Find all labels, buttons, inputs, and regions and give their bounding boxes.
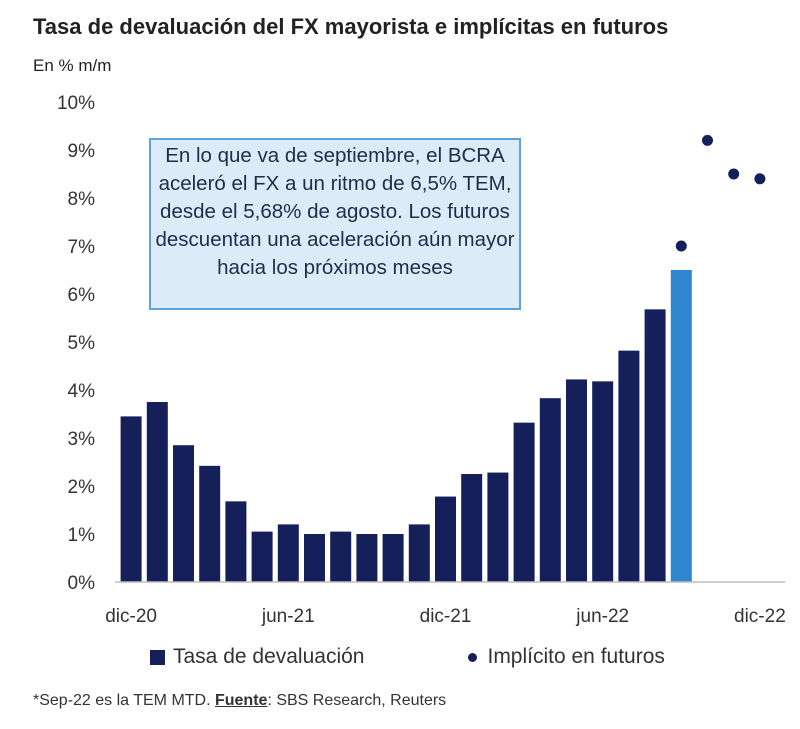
bar-oct-21 bbox=[382, 534, 404, 582]
bar-jul-22 bbox=[618, 350, 640, 582]
point-sep-22 bbox=[675, 240, 687, 252]
y-tick-label: 8% bbox=[68, 189, 96, 210]
y-tick-label: 0% bbox=[68, 573, 96, 594]
bar-mar-21 bbox=[199, 465, 221, 582]
bar-feb-21 bbox=[173, 445, 194, 582]
annotation-box: En lo que va de septiembre, el BCRA acel… bbox=[149, 138, 521, 310]
x-axis: dic-20 jun-21 dic-21 jun-22 dic-22 bbox=[105, 606, 786, 627]
bar-abr-22 bbox=[539, 398, 561, 582]
y-tick-label: 6% bbox=[68, 285, 96, 306]
bar-jun-21 bbox=[277, 524, 299, 582]
y-tick-label: 9% bbox=[68, 141, 96, 162]
legend-item-bars: Tasa de devaluación bbox=[150, 645, 364, 669]
bar-ago-21 bbox=[330, 531, 352, 582]
bar-dic-20 bbox=[120, 416, 142, 582]
bar-abr-21 bbox=[225, 501, 247, 582]
bar-feb-22 bbox=[487, 472, 509, 582]
footnote-suffix: : SBS Research, Reuters bbox=[267, 692, 447, 709]
x-tick-label: dic-20 bbox=[105, 606, 157, 627]
bar-nov-21 bbox=[408, 524, 430, 582]
bar-ago-22 bbox=[644, 309, 666, 582]
bar-mar-22 bbox=[513, 422, 535, 582]
y-tick-label: 7% bbox=[68, 237, 96, 258]
y-tick-label: 4% bbox=[68, 381, 96, 402]
bar-series bbox=[120, 270, 692, 582]
bar-dic-21 bbox=[435, 496, 456, 582]
bar-ene-22 bbox=[461, 474, 483, 582]
point-oct-22 bbox=[702, 134, 713, 146]
legend-bar-swatch-icon bbox=[150, 649, 165, 665]
legend-item-dots: Implícito en futuros bbox=[468, 645, 665, 669]
legend: Tasa de devaluación Implícito en futuros bbox=[150, 645, 665, 669]
legend-label-bars: Tasa de devaluación bbox=[173, 645, 365, 668]
y-tick-label: 1% bbox=[68, 525, 96, 546]
bar-may-21 bbox=[251, 531, 273, 582]
y-tick-label: 10% bbox=[57, 93, 95, 114]
footnote-source-label: Fuente bbox=[214, 692, 268, 709]
point-dic-22 bbox=[754, 173, 766, 185]
bar-sep-22 bbox=[670, 270, 692, 582]
y-axis: 0% 1% 2% 3% 4% 5% 6% 7% 8% 9% 10% bbox=[57, 93, 95, 594]
legend-dot-icon bbox=[468, 652, 478, 662]
bar-may-22 bbox=[566, 379, 587, 582]
y-tick-label: 5% bbox=[68, 333, 96, 354]
y-tick-label: 3% bbox=[68, 429, 96, 450]
bar-sep-21 bbox=[356, 534, 378, 582]
legend-label-dots: Implícito en futuros bbox=[487, 645, 665, 668]
x-tick-label: dic-21 bbox=[420, 606, 472, 627]
x-tick-label: jun-22 bbox=[575, 606, 629, 627]
y-tick-label: 2% bbox=[68, 477, 96, 498]
x-tick-label: dic-22 bbox=[734, 606, 786, 627]
footnote-prefix: *Sep-22 es la TEM MTD. bbox=[33, 692, 215, 709]
point-nov-22 bbox=[728, 168, 740, 180]
bar-jun-22 bbox=[592, 381, 614, 582]
futures-series bbox=[675, 134, 766, 252]
bar-ene-21 bbox=[146, 402, 168, 582]
chart-subtitle: En % m/m bbox=[33, 56, 112, 75]
x-tick-label: jun-21 bbox=[261, 606, 315, 627]
bar-jul-21 bbox=[304, 534, 325, 582]
footnote: *Sep-22 es la TEM MTD. Fuente: SBS Resea… bbox=[33, 692, 446, 710]
chart-title: Tasa de devaluación del FX mayorista e i… bbox=[33, 14, 669, 39]
chart-plot: 0%1%2%3%4%5%6%7%8%9%10% dic-20 jun-21 dic-… bbox=[57, 93, 786, 627]
